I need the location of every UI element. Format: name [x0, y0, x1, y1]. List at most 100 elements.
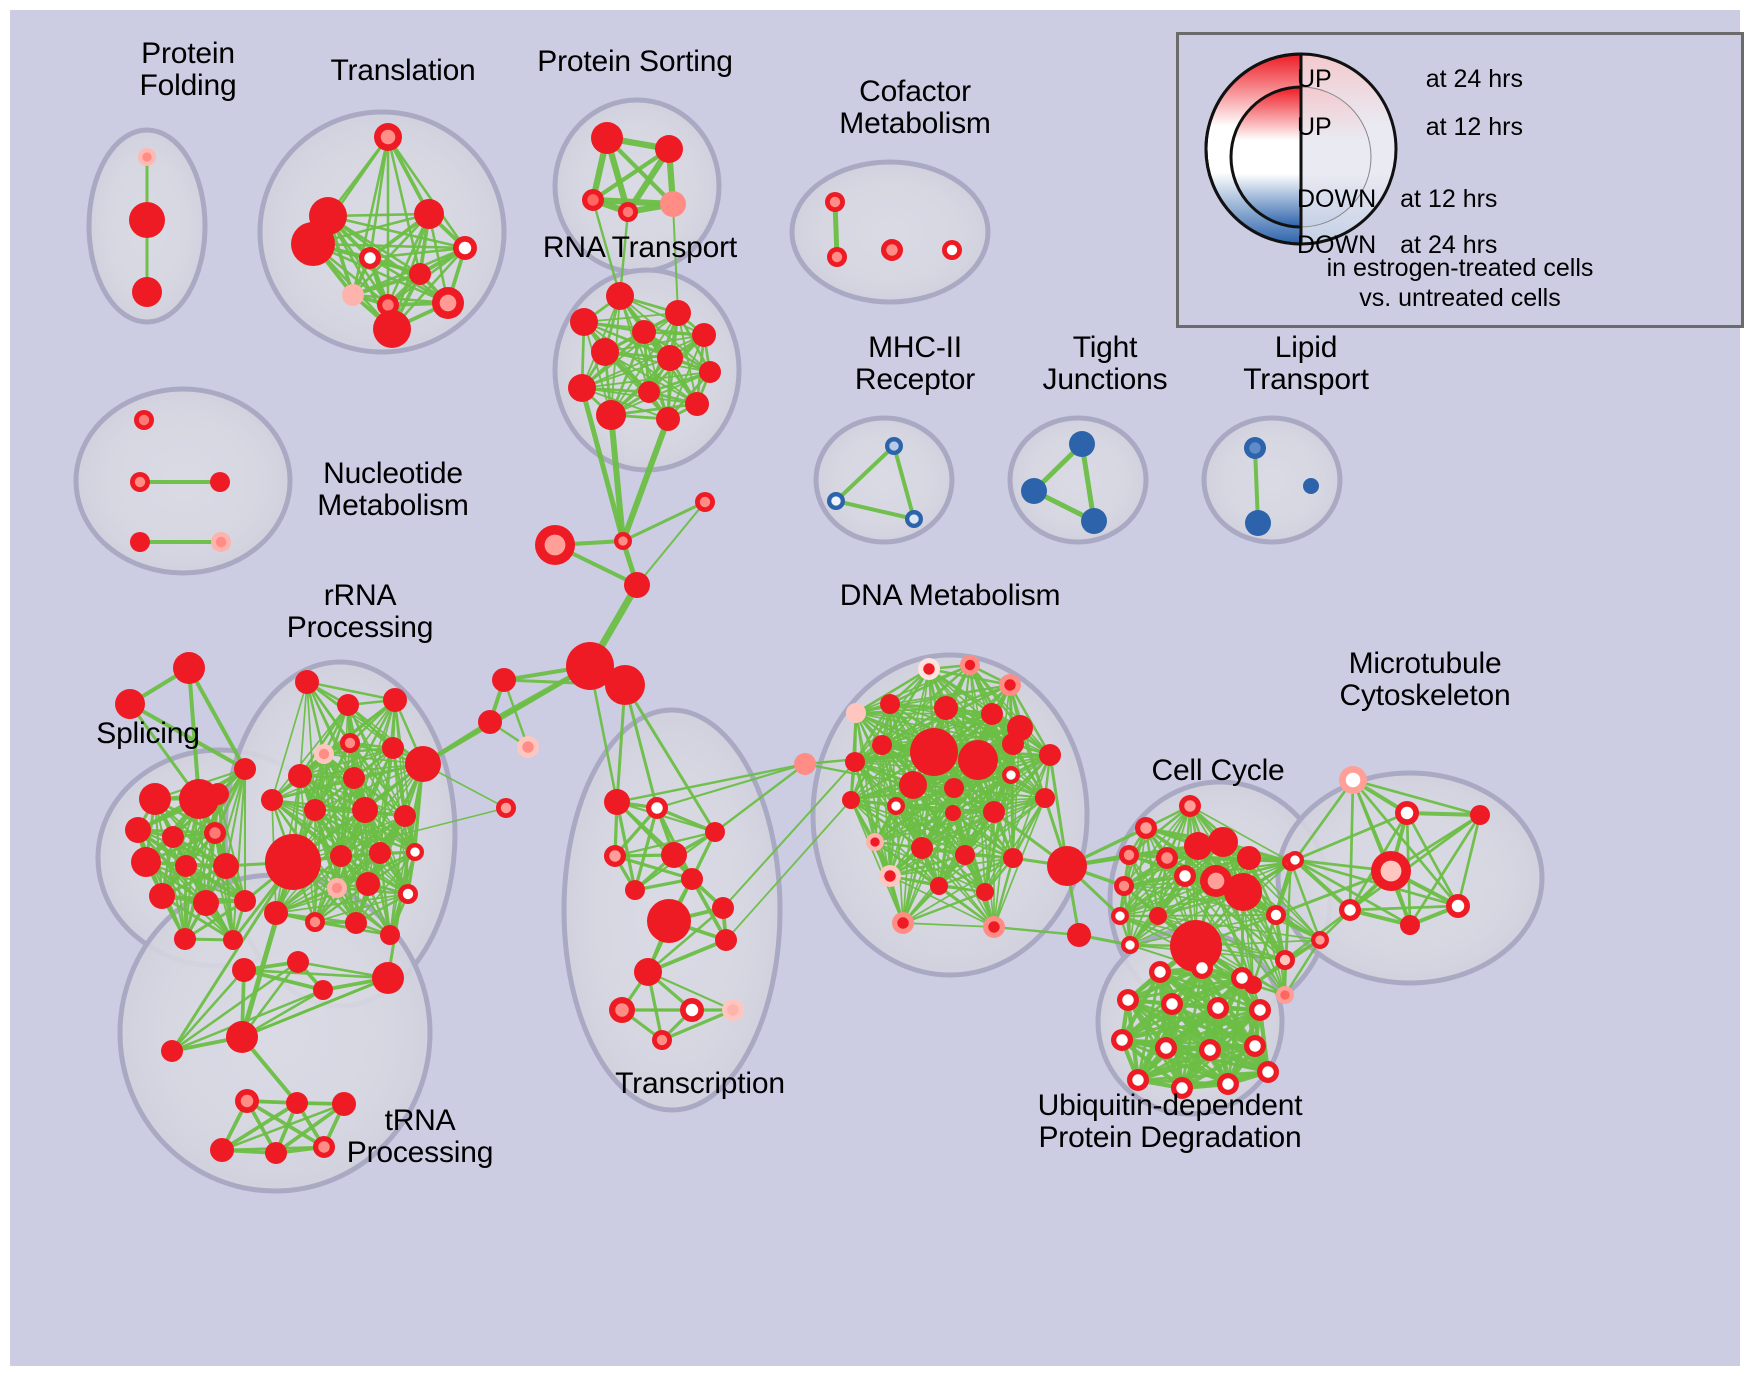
network-node[interactable]: [591, 338, 619, 366]
network-node[interactable]: [1149, 907, 1167, 925]
network-node[interactable]: [1081, 508, 1107, 534]
network-node[interactable]: [657, 345, 683, 371]
network-node[interactable]: [655, 135, 683, 163]
network-node[interactable]: [722, 999, 744, 1021]
network-node[interactable]: [125, 817, 151, 843]
network-node[interactable]: [1231, 967, 1253, 989]
network-node[interactable]: [1207, 997, 1229, 1019]
network-node[interactable]: [911, 837, 933, 859]
network-node[interactable]: [382, 737, 404, 759]
network-node[interactable]: [695, 492, 715, 512]
network-node[interactable]: [535, 525, 575, 565]
network-node[interactable]: [1244, 1035, 1266, 1057]
network-node[interactable]: [232, 958, 256, 982]
network-node[interactable]: [373, 310, 411, 348]
network-node[interactable]: [624, 572, 650, 598]
network-node[interactable]: [210, 1138, 234, 1162]
network-node[interactable]: [1266, 905, 1286, 925]
network-node[interactable]: [356, 872, 380, 896]
network-node[interactable]: [827, 492, 845, 510]
network-node[interactable]: [174, 928, 196, 950]
network-node[interactable]: [173, 652, 205, 684]
network-node[interactable]: [1276, 986, 1294, 1004]
network-node[interactable]: [193, 890, 219, 916]
network-node[interactable]: [1470, 805, 1490, 825]
network-node[interactable]: [129, 202, 165, 238]
network-node[interactable]: [409, 263, 431, 285]
network-node[interactable]: [846, 703, 866, 723]
network-node[interactable]: [1184, 832, 1212, 860]
network-node[interactable]: [1245, 510, 1271, 536]
network-node[interactable]: [1339, 899, 1361, 921]
network-node[interactable]: [179, 779, 219, 819]
network-node[interactable]: [149, 883, 175, 909]
network-node[interactable]: [134, 410, 154, 430]
network-node[interactable]: [1149, 961, 1171, 983]
network-node[interactable]: [591, 122, 623, 154]
network-node[interactable]: [1111, 1029, 1133, 1051]
network-node[interactable]: [1244, 437, 1266, 459]
network-node[interactable]: [330, 845, 352, 867]
network-node[interactable]: [130, 532, 150, 552]
network-node[interactable]: [211, 532, 231, 552]
network-node[interactable]: [1171, 1077, 1193, 1099]
network-node[interactable]: [656, 407, 680, 431]
network-node[interactable]: [1002, 766, 1020, 784]
network-node[interactable]: [394, 805, 416, 827]
network-node[interactable]: [1069, 431, 1095, 457]
network-node[interactable]: [1135, 817, 1157, 839]
network-node[interactable]: [345, 912, 367, 934]
network-node[interactable]: [712, 897, 734, 919]
network-node[interactable]: [680, 998, 704, 1022]
network-node[interactable]: [715, 929, 737, 951]
network-node[interactable]: [352, 797, 378, 823]
network-node[interactable]: [406, 843, 424, 861]
network-node[interactable]: [175, 855, 197, 877]
network-node[interactable]: [414, 199, 444, 229]
network-node[interactable]: [618, 202, 638, 222]
network-node[interactable]: [405, 746, 441, 782]
network-node[interactable]: [162, 826, 184, 848]
network-node[interactable]: [976, 883, 994, 901]
network-node[interactable]: [1371, 851, 1411, 891]
network-node[interactable]: [1208, 827, 1238, 857]
network-node[interactable]: [866, 833, 884, 851]
network-node[interactable]: [960, 655, 980, 675]
network-node[interactable]: [1249, 999, 1271, 1021]
network-node[interactable]: [161, 1040, 183, 1062]
network-node[interactable]: [313, 1136, 335, 1158]
network-node[interactable]: [879, 865, 901, 887]
network-node[interactable]: [983, 801, 1005, 823]
network-node[interactable]: [359, 247, 381, 269]
network-node[interactable]: [892, 912, 914, 934]
network-node[interactable]: [604, 845, 626, 867]
network-node[interactable]: [374, 123, 402, 151]
network-node[interactable]: [1047, 846, 1087, 886]
network-node[interactable]: [291, 222, 335, 266]
network-node[interactable]: [327, 878, 347, 898]
network-node[interactable]: [699, 361, 721, 383]
network-node[interactable]: [342, 284, 364, 306]
network-node[interactable]: [1170, 920, 1222, 972]
network-node[interactable]: [1174, 865, 1196, 887]
network-node[interactable]: [1237, 846, 1261, 870]
network-node[interactable]: [665, 300, 691, 326]
network-node[interactable]: [905, 510, 923, 528]
network-node[interactable]: [213, 853, 239, 879]
network-node[interactable]: [880, 694, 900, 714]
network-node[interactable]: [568, 374, 596, 402]
network-node[interactable]: [983, 916, 1005, 938]
network-node[interactable]: [1311, 931, 1329, 949]
network-node[interactable]: [332, 1092, 356, 1116]
network-node[interactable]: [638, 381, 660, 403]
network-node[interactable]: [1199, 1039, 1221, 1061]
network-node[interactable]: [705, 822, 725, 842]
network-node[interactable]: [265, 1142, 287, 1164]
network-node[interactable]: [305, 912, 325, 932]
network-node[interactable]: [235, 1089, 259, 1113]
network-node[interactable]: [337, 694, 359, 716]
network-node[interactable]: [596, 400, 626, 430]
network-node[interactable]: [130, 472, 150, 492]
network-node[interactable]: [132, 277, 162, 307]
network-node[interactable]: [1039, 744, 1061, 766]
